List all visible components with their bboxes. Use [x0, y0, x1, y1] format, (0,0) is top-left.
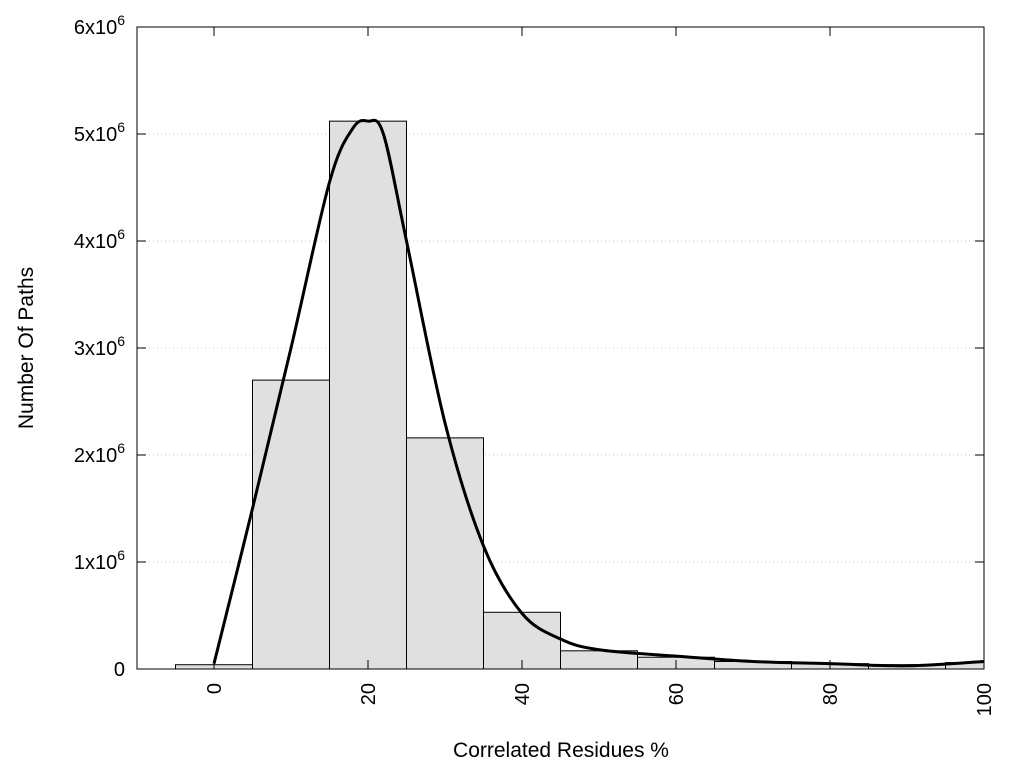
x-tick-label-40: 40: [512, 683, 534, 705]
y-tick-label-base: 5x10: [74, 124, 117, 146]
y-tick-label-base: 6x10: [74, 17, 117, 39]
y-tick-label-base: 3x10: [74, 338, 117, 360]
y-tick-label-base: 0: [114, 659, 125, 681]
y-tick-label-4: 4x106: [74, 226, 125, 253]
y-tick-label-5: 5x106: [74, 119, 125, 146]
density-curve: [212, 118, 985, 668]
y-tick-label-2: 2x106: [74, 440, 125, 467]
y-tick-label-3: 3x106: [74, 333, 125, 360]
y-tick-label-base: 1x10: [74, 552, 117, 574]
y-tick-label-base: 2x10: [74, 445, 117, 467]
y-tick-label-exponent: 6: [117, 12, 125, 28]
x-tick-label-80: 80: [820, 683, 842, 705]
histogram-bar-20: [329, 120, 407, 670]
y-tick-label-exponent: 6: [117, 226, 125, 242]
histogram-bar-10: [252, 379, 330, 670]
y-tick-label-exponent: 6: [117, 440, 125, 456]
y-tick-label-exponent: 6: [117, 333, 125, 349]
axis-ticks: [137, 26, 985, 670]
y-axis-title: Number Of Paths: [15, 267, 38, 429]
histogram-bars: [175, 120, 985, 670]
tick-labels: 0 20 40 60 80 10001x1062x1063x1064x1065x1066x…: [74, 12, 996, 716]
density-curve-layer: [212, 118, 985, 668]
y-tick-label-0: 0: [114, 659, 125, 681]
y-tick-label-6: 6x106: [74, 12, 125, 39]
x-tick-label-20: 20: [358, 683, 380, 705]
y-tick-label-exponent: 6: [117, 119, 125, 135]
x-tick-label-100: 100: [974, 683, 996, 716]
x-tick-label-0: 0: [204, 683, 226, 694]
y-tick-label-base: 4x10: [74, 231, 117, 253]
y-tick-label-1: 1x106: [74, 547, 125, 574]
histogram-bar-30: [406, 437, 484, 670]
y-tick-label-exponent: 6: [117, 547, 125, 563]
x-axis-title: Correlated Residues %: [453, 739, 669, 762]
x-tick-label-60: 60: [666, 683, 688, 705]
